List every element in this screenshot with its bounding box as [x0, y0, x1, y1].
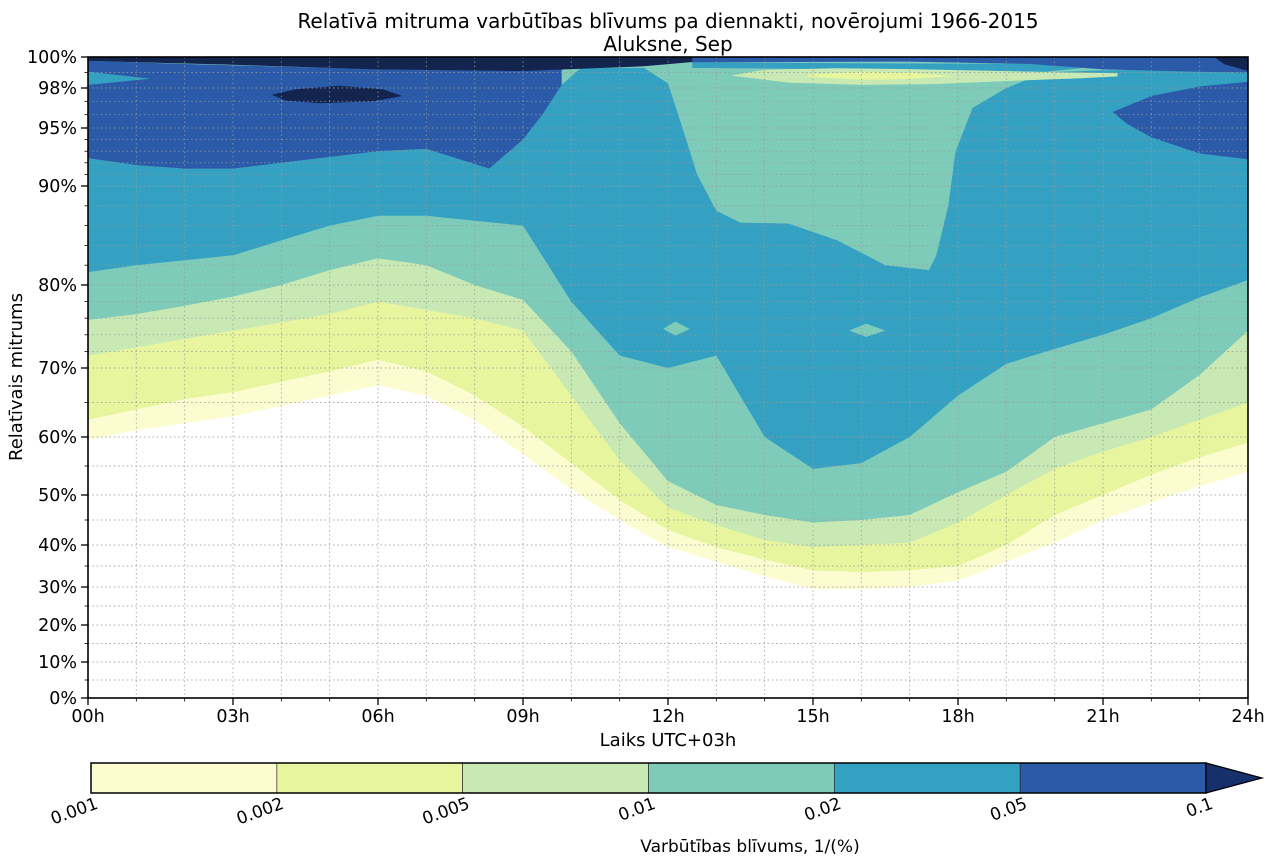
- x-tick-label: 03h: [216, 707, 249, 727]
- contour-overlay-teal-diamond-16h: [849, 323, 886, 337]
- colorbar-tick-label: 0.05: [987, 794, 1029, 826]
- x-tick-label: 00h: [71, 707, 104, 727]
- x-tick-label: 21h: [1086, 707, 1119, 727]
- x-tick-label: 09h: [506, 707, 539, 727]
- contour-overlay-cyan-top-strip-center: [692, 62, 1084, 72]
- colorbar-tick-label: 0.001: [48, 794, 101, 829]
- contour-overlay-teal-diamond-12h: [663, 321, 690, 336]
- contour-overlay-navy-top-strip-left: [88, 57, 697, 71]
- contour-overlay-navy-blob-early-morning: [271, 85, 403, 104]
- colorbar-segment-0.001: [90, 762, 278, 794]
- x-tick-label: 06h: [361, 707, 394, 727]
- colorbar-tick-label: 0.02: [802, 794, 844, 826]
- y-tick-label: 0%: [49, 689, 77, 709]
- y-tick-label: 70%: [38, 359, 77, 379]
- colorbar-arrow: [1205, 762, 1265, 794]
- y-axis-label: Relatīvais mitrums: [6, 293, 27, 461]
- chart-subtitle: Aluksne, Sep: [603, 32, 732, 56]
- y-tick-label: 98%: [38, 79, 77, 99]
- colorbar: 0.001 0.002 0.005 0.01 0.02 0.05 0.1: [48, 762, 1265, 829]
- x-axis-label: Laiks UTC+03h: [600, 730, 737, 751]
- colorbar-segment-0.005: [462, 762, 649, 794]
- chart-title: Relatīvā mitruma varbūtības blīvums pa d…: [297, 9, 1038, 33]
- colorbar-label: Varbūtības blīvums, 1/(%): [640, 837, 859, 857]
- y-tick-label: 10%: [38, 653, 77, 673]
- y-tick-label: 40%: [38, 536, 77, 556]
- y-tick-label: 30%: [38, 578, 77, 598]
- colorbar-segment-0.05: [1019, 762, 1207, 794]
- x-tick-label: 18h: [941, 707, 974, 727]
- axes: 0% 10% 20% 30% 40% 50% 60% 70% 80% 90% 95% 98% 100% 0…: [27, 48, 1265, 727]
- contour-overlay-navy-top-right-corner: [1214, 57, 1248, 71]
- y-tick-label: 50%: [38, 486, 77, 506]
- colorbar-tick-label: 0.002: [234, 794, 287, 829]
- colorbar-segment-0.02: [833, 762, 1021, 794]
- colorbar-tick-label: 0.01: [616, 794, 658, 826]
- y-tick-label: 80%: [38, 276, 77, 296]
- y-tick-label: 100%: [27, 48, 77, 68]
- gridlines: [88, 57, 1248, 698]
- contour-overlay-cyan-wedge-top-left: [88, 71, 151, 85]
- contour-overlay-blue-top-strip-right: [692, 57, 1248, 73]
- colorbar-segment-0.01: [648, 762, 835, 794]
- x-tick-label: 12h: [651, 707, 684, 727]
- y-tick-label: 90%: [38, 177, 77, 197]
- y-tick-label: 20%: [38, 616, 77, 636]
- colorbar-tick-label: 0.005: [420, 794, 473, 829]
- x-tick-label: 24h: [1231, 707, 1264, 727]
- colorbar-tick-label: 0.1: [1183, 794, 1215, 822]
- y-tick-label: 60%: [38, 428, 77, 448]
- y-tick-label: 95%: [38, 119, 77, 139]
- x-tick-label: 15h: [796, 707, 829, 727]
- colorbar-segment-0.002: [276, 762, 464, 794]
- contour-overlay-yellowgreen-lens-top-afternoon: [808, 72, 954, 80]
